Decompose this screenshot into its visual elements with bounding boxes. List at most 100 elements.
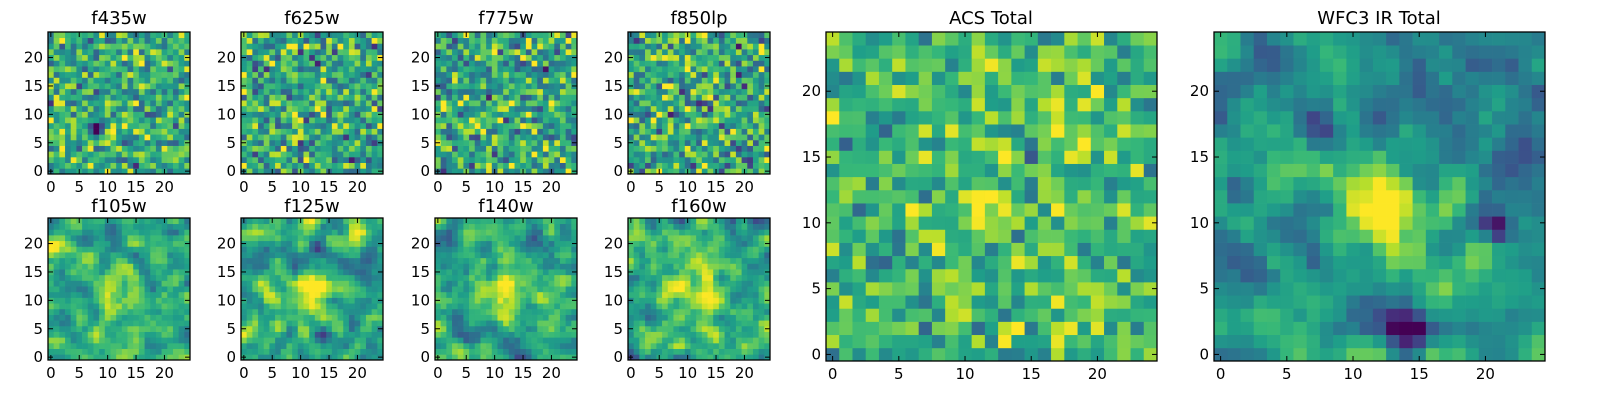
heatmap-cell: [446, 337, 453, 344]
heatmap-cell: [764, 88, 770, 95]
heatmap-cell: [110, 122, 117, 129]
heatmap-cell: [752, 100, 759, 107]
heatmap-cell: [121, 71, 128, 78]
heatmap-cell: [133, 280, 140, 287]
heatmap-cell: [241, 43, 248, 50]
heatmap-cell: [645, 128, 652, 135]
heatmap-cell: [65, 286, 72, 293]
heatmap-cell: [905, 110, 920, 125]
heatmap-cell: [918, 308, 933, 322]
heatmap-cell: [150, 60, 157, 67]
heatmap-cell: [184, 71, 190, 78]
heatmap-cell: [167, 105, 174, 112]
x-tick-label: 20: [155, 364, 174, 382]
heatmap-cell: [548, 37, 555, 44]
heatmap-cell: [252, 246, 259, 253]
heatmap-cell: [314, 320, 321, 327]
heatmap-cell: [138, 105, 145, 112]
heatmap-cell: [178, 218, 185, 225]
heatmap-cell: [918, 163, 933, 178]
heatmap-cell: [99, 156, 106, 163]
heatmap-cell: [514, 308, 521, 315]
heatmap-cell: [503, 325, 510, 332]
heatmap-cell: [252, 354, 259, 360]
heatmap-cell: [87, 37, 94, 44]
heatmap-cell: [275, 223, 282, 230]
heatmap-cell: [286, 122, 293, 129]
heatmap-cell: [82, 100, 89, 107]
heatmap-cell: [713, 128, 720, 135]
heatmap-cell: [542, 122, 549, 129]
heatmap-cell: [701, 43, 708, 50]
heatmap-cell: [303, 43, 310, 50]
x-tick-label: 10: [98, 178, 117, 196]
heatmap-cell: [446, 37, 453, 44]
heatmap-cell: [684, 156, 691, 163]
heatmap-cell: [280, 43, 287, 50]
heatmap-cell: [326, 308, 333, 315]
heatmap-cell: [87, 337, 94, 344]
heatmap-cell: [1011, 268, 1025, 283]
heatmap-cell: [150, 145, 157, 152]
heatmap-cell: [93, 54, 100, 61]
heatmap-f625w: [241, 32, 383, 174]
heatmap-cell: [747, 117, 754, 124]
x-tick-label: 0: [239, 364, 249, 382]
heatmap-cell: [463, 66, 470, 73]
heatmap-cell: [497, 134, 504, 141]
heatmap-cell: [337, 134, 344, 141]
heatmap-cell: [167, 303, 174, 310]
y-tick-label: 10: [604, 105, 623, 123]
heatmap-cell: [241, 94, 248, 101]
heatmap-cell: [764, 151, 770, 158]
heatmap-cell: [275, 88, 282, 95]
heatmap-cell: [354, 105, 361, 112]
heatmap-cell: [852, 32, 867, 46]
heatmap-cell: [172, 229, 179, 236]
heatmap-cell: [246, 223, 253, 230]
heatmap-cell: [292, 60, 299, 67]
heatmap-cell: [241, 100, 248, 107]
heatmap-cell: [116, 331, 123, 338]
heatmap-cell: [127, 71, 134, 78]
heatmap-cell: [59, 162, 66, 169]
heatmap-cell: [548, 286, 555, 293]
heatmap-cell: [548, 43, 555, 50]
heatmap-cell: [286, 156, 293, 163]
heatmap-cell: [542, 291, 549, 298]
heatmap-cell: [263, 348, 270, 355]
heatmap-cell: [984, 58, 999, 72]
heatmap-cell: [331, 43, 338, 50]
heatmap-cell: [984, 321, 999, 336]
heatmap-cell: [354, 134, 361, 141]
heatmap-cell: [1064, 32, 1078, 46]
heatmap-cell: [133, 71, 140, 78]
heatmap-cell: [679, 94, 686, 101]
heatmap-cell: [457, 60, 464, 67]
x-tick-label: 0: [46, 178, 56, 196]
heatmap-cell: [348, 297, 355, 304]
heatmap-cell: [258, 314, 265, 321]
heatmap-cell: [269, 71, 276, 78]
heatmap-cell: [286, 54, 293, 61]
heatmap-cell: [104, 162, 111, 169]
heatmap-cell: [1130, 124, 1145, 138]
heatmap-cell: [371, 88, 378, 95]
heatmap-cell: [320, 139, 327, 146]
heatmap-cell: [127, 314, 134, 321]
heatmap-cell: [93, 37, 100, 44]
heatmap-cell: [280, 320, 287, 327]
heatmap-cell: [440, 54, 447, 61]
heatmap-cell: [161, 246, 168, 253]
heatmap-cell: [348, 156, 355, 163]
heatmap-cell: [480, 314, 487, 321]
heatmap-cell: [337, 320, 344, 327]
heatmap-cell: [172, 83, 179, 90]
heatmap-cell: [110, 308, 117, 315]
heatmap-cell: [918, 45, 933, 59]
heatmap-cell: [730, 151, 737, 158]
heatmap-cell: [1077, 242, 1092, 257]
heatmap-cell: [718, 83, 725, 90]
y-tick-label: 10: [217, 291, 236, 309]
heatmap-cell: [1104, 97, 1118, 112]
